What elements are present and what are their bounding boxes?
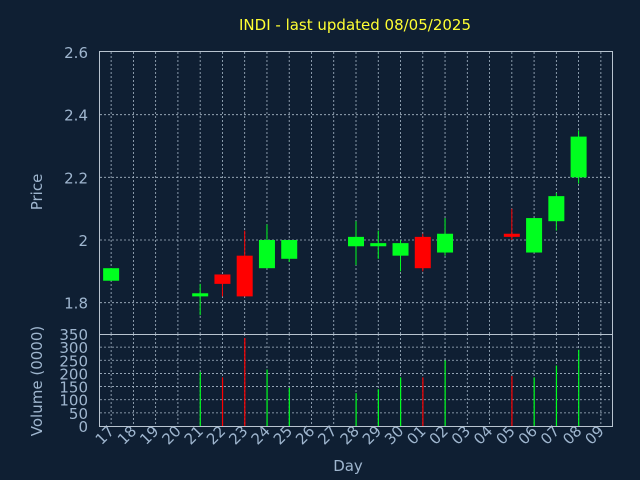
price-tick-label: 2 xyxy=(78,232,88,250)
candle-body xyxy=(437,233,454,253)
volume-bar xyxy=(533,377,535,426)
volume-tick-label: 350 xyxy=(59,326,88,344)
candle-body xyxy=(192,293,209,297)
volume-bars-group xyxy=(199,337,580,426)
volume-tick-label: 100 xyxy=(59,392,88,410)
price-tick-label: 2.4 xyxy=(64,107,88,125)
candle-body xyxy=(214,274,231,284)
chart-title: INDI - last updated 08/05/2025 xyxy=(239,16,471,34)
volume-bar xyxy=(288,387,290,426)
candle-body xyxy=(503,233,520,237)
x-axis-label: Day xyxy=(333,457,363,475)
volume-tick-label: 0 xyxy=(78,418,88,436)
price-grid xyxy=(100,52,612,334)
volume-axis-label: Volume (0000) xyxy=(28,326,46,436)
volume-bar xyxy=(377,389,379,426)
volume-bar xyxy=(400,377,402,426)
candle-body xyxy=(348,236,364,247)
volume-bar xyxy=(444,360,446,426)
volume-bar xyxy=(555,365,558,426)
candle-body xyxy=(258,240,275,269)
candle-body xyxy=(526,218,543,253)
candle-body xyxy=(392,243,409,256)
volume-bar xyxy=(244,337,246,426)
price-tick-label: 1.8 xyxy=(64,295,88,313)
price-tick-label: 2.2 xyxy=(64,169,88,187)
volume-tick-label: 300 xyxy=(59,339,88,357)
volume-tick-label: 50 xyxy=(69,405,88,423)
volume-bar xyxy=(511,376,513,426)
volume-tick-label: 200 xyxy=(59,365,88,383)
volume-tick-label: 150 xyxy=(59,379,88,397)
candle-body xyxy=(414,236,431,269)
volume-bar xyxy=(578,349,580,426)
candle-body xyxy=(548,196,565,222)
candle-body xyxy=(103,268,120,281)
volume-bar xyxy=(199,372,201,426)
candle-body xyxy=(281,240,298,259)
volume-bar xyxy=(422,377,424,426)
volume-bar xyxy=(221,377,224,426)
candles-group xyxy=(103,130,587,316)
candle-body xyxy=(236,255,253,297)
volume-panel-frame xyxy=(99,334,613,427)
price-tick-label: 2.6 xyxy=(64,44,88,62)
candle-body xyxy=(370,243,387,247)
candle-body xyxy=(570,136,587,178)
volume-bar xyxy=(266,369,268,426)
volume-tick-label: 250 xyxy=(59,352,88,370)
price-axis-label: Price xyxy=(28,174,46,211)
price-ticks-group: 1.8 2 2.2 2.4 2.6 xyxy=(64,44,88,313)
volume-bar xyxy=(355,393,357,426)
